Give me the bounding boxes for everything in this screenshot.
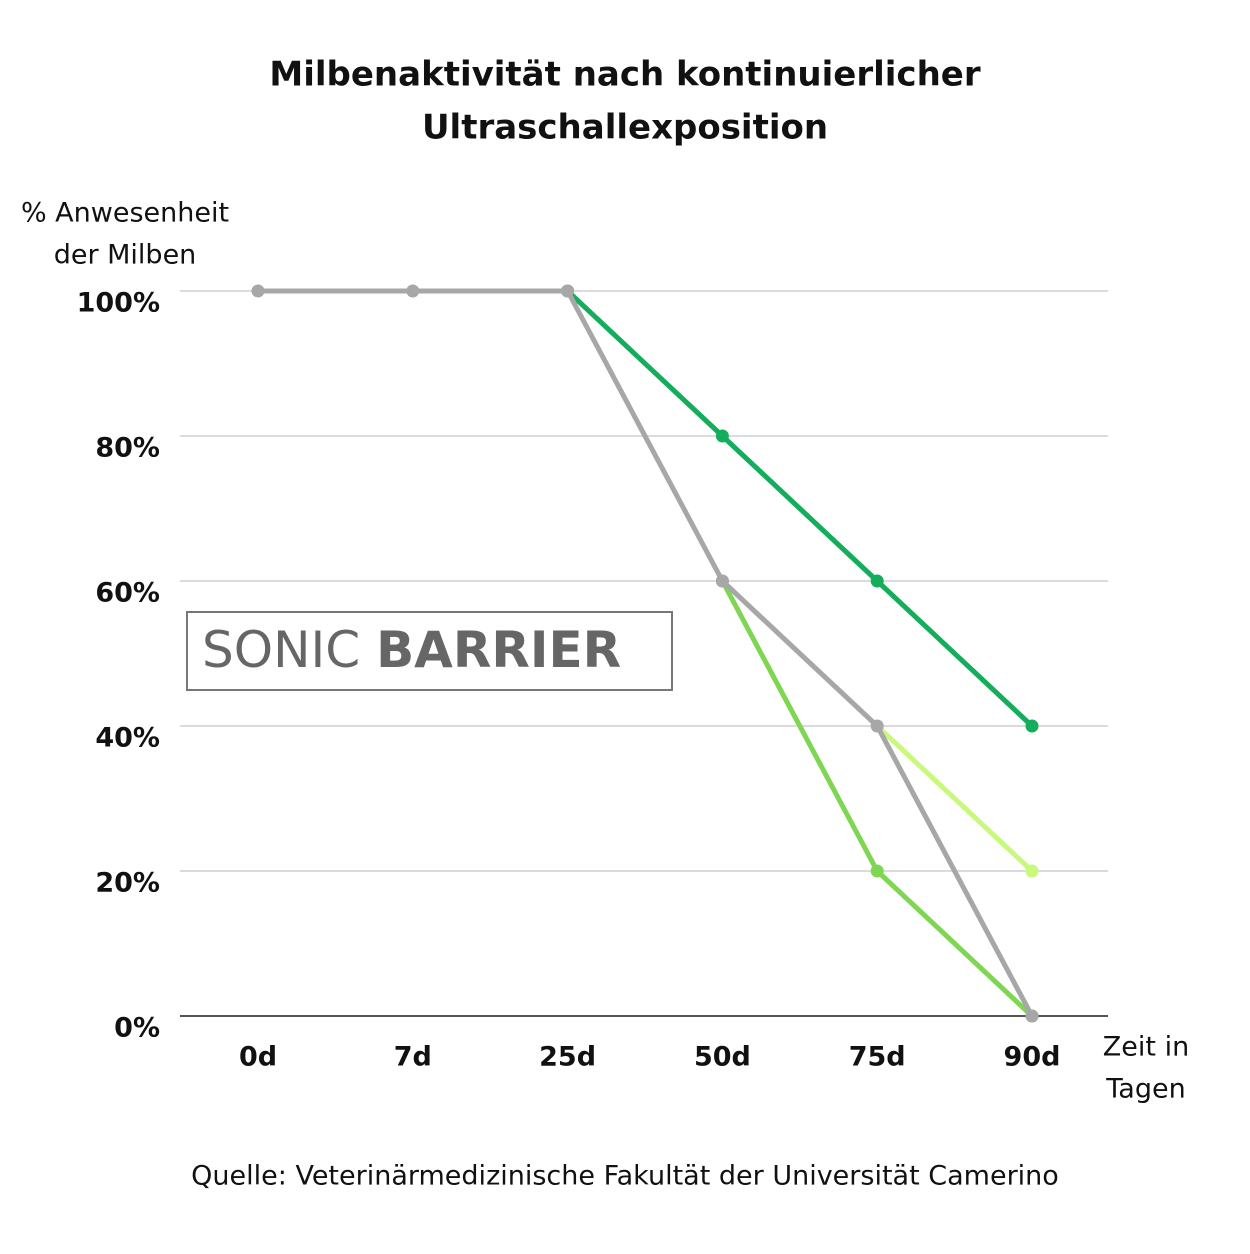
x-tick-label: 0d — [239, 1042, 277, 1073]
y-tick-label: 40% — [95, 723, 160, 754]
series-line — [565, 289, 1034, 728]
y-axis-label: der Milben — [54, 240, 197, 271]
logo-word: BARRIER — [376, 621, 621, 679]
data-point — [870, 719, 884, 733]
data-point — [715, 574, 729, 588]
chart-title: Ultraschallexposition — [422, 108, 828, 148]
data-point — [870, 574, 884, 588]
y-tick-label: 20% — [95, 868, 160, 899]
x-tick-label: 25d — [539, 1042, 596, 1073]
y-tick-label: 100% — [77, 288, 160, 319]
y-tick-label: 60% — [95, 578, 160, 609]
y-axis-label: % Anwesenheit — [21, 198, 229, 229]
y-tick-label: 80% — [95, 433, 160, 464]
data-point — [1025, 719, 1039, 733]
chart-title: Milbenaktivität nach kontinuierlicher — [269, 55, 980, 95]
logo-text: SONIC BARRIER — [202, 621, 621, 679]
data-point — [870, 864, 884, 878]
data-point — [561, 284, 575, 298]
x-tick-label: 50d — [694, 1042, 751, 1073]
data-point — [406, 284, 420, 298]
data-point — [1025, 864, 1039, 878]
series-line — [720, 579, 1034, 1018]
source-note: Quelle: Veterinärmedizinische Fakultät d… — [191, 1161, 1059, 1192]
x-tick-label: 90d — [1004, 1042, 1061, 1073]
logo-word: SONIC — [202, 621, 360, 679]
y-tick-label: 0% — [114, 1013, 160, 1044]
logo-box — [186, 611, 673, 691]
data-point — [715, 429, 729, 443]
series-line — [875, 724, 1034, 873]
x-tick-label: 7d — [394, 1042, 432, 1073]
data-point — [1025, 1009, 1039, 1023]
series-line — [258, 288, 1035, 1018]
data-point — [251, 284, 265, 298]
x-axis-label: Tagen — [1105, 1074, 1185, 1105]
x-axis-label: Zeit in — [1103, 1032, 1189, 1063]
x-tick-label: 75d — [849, 1042, 906, 1073]
